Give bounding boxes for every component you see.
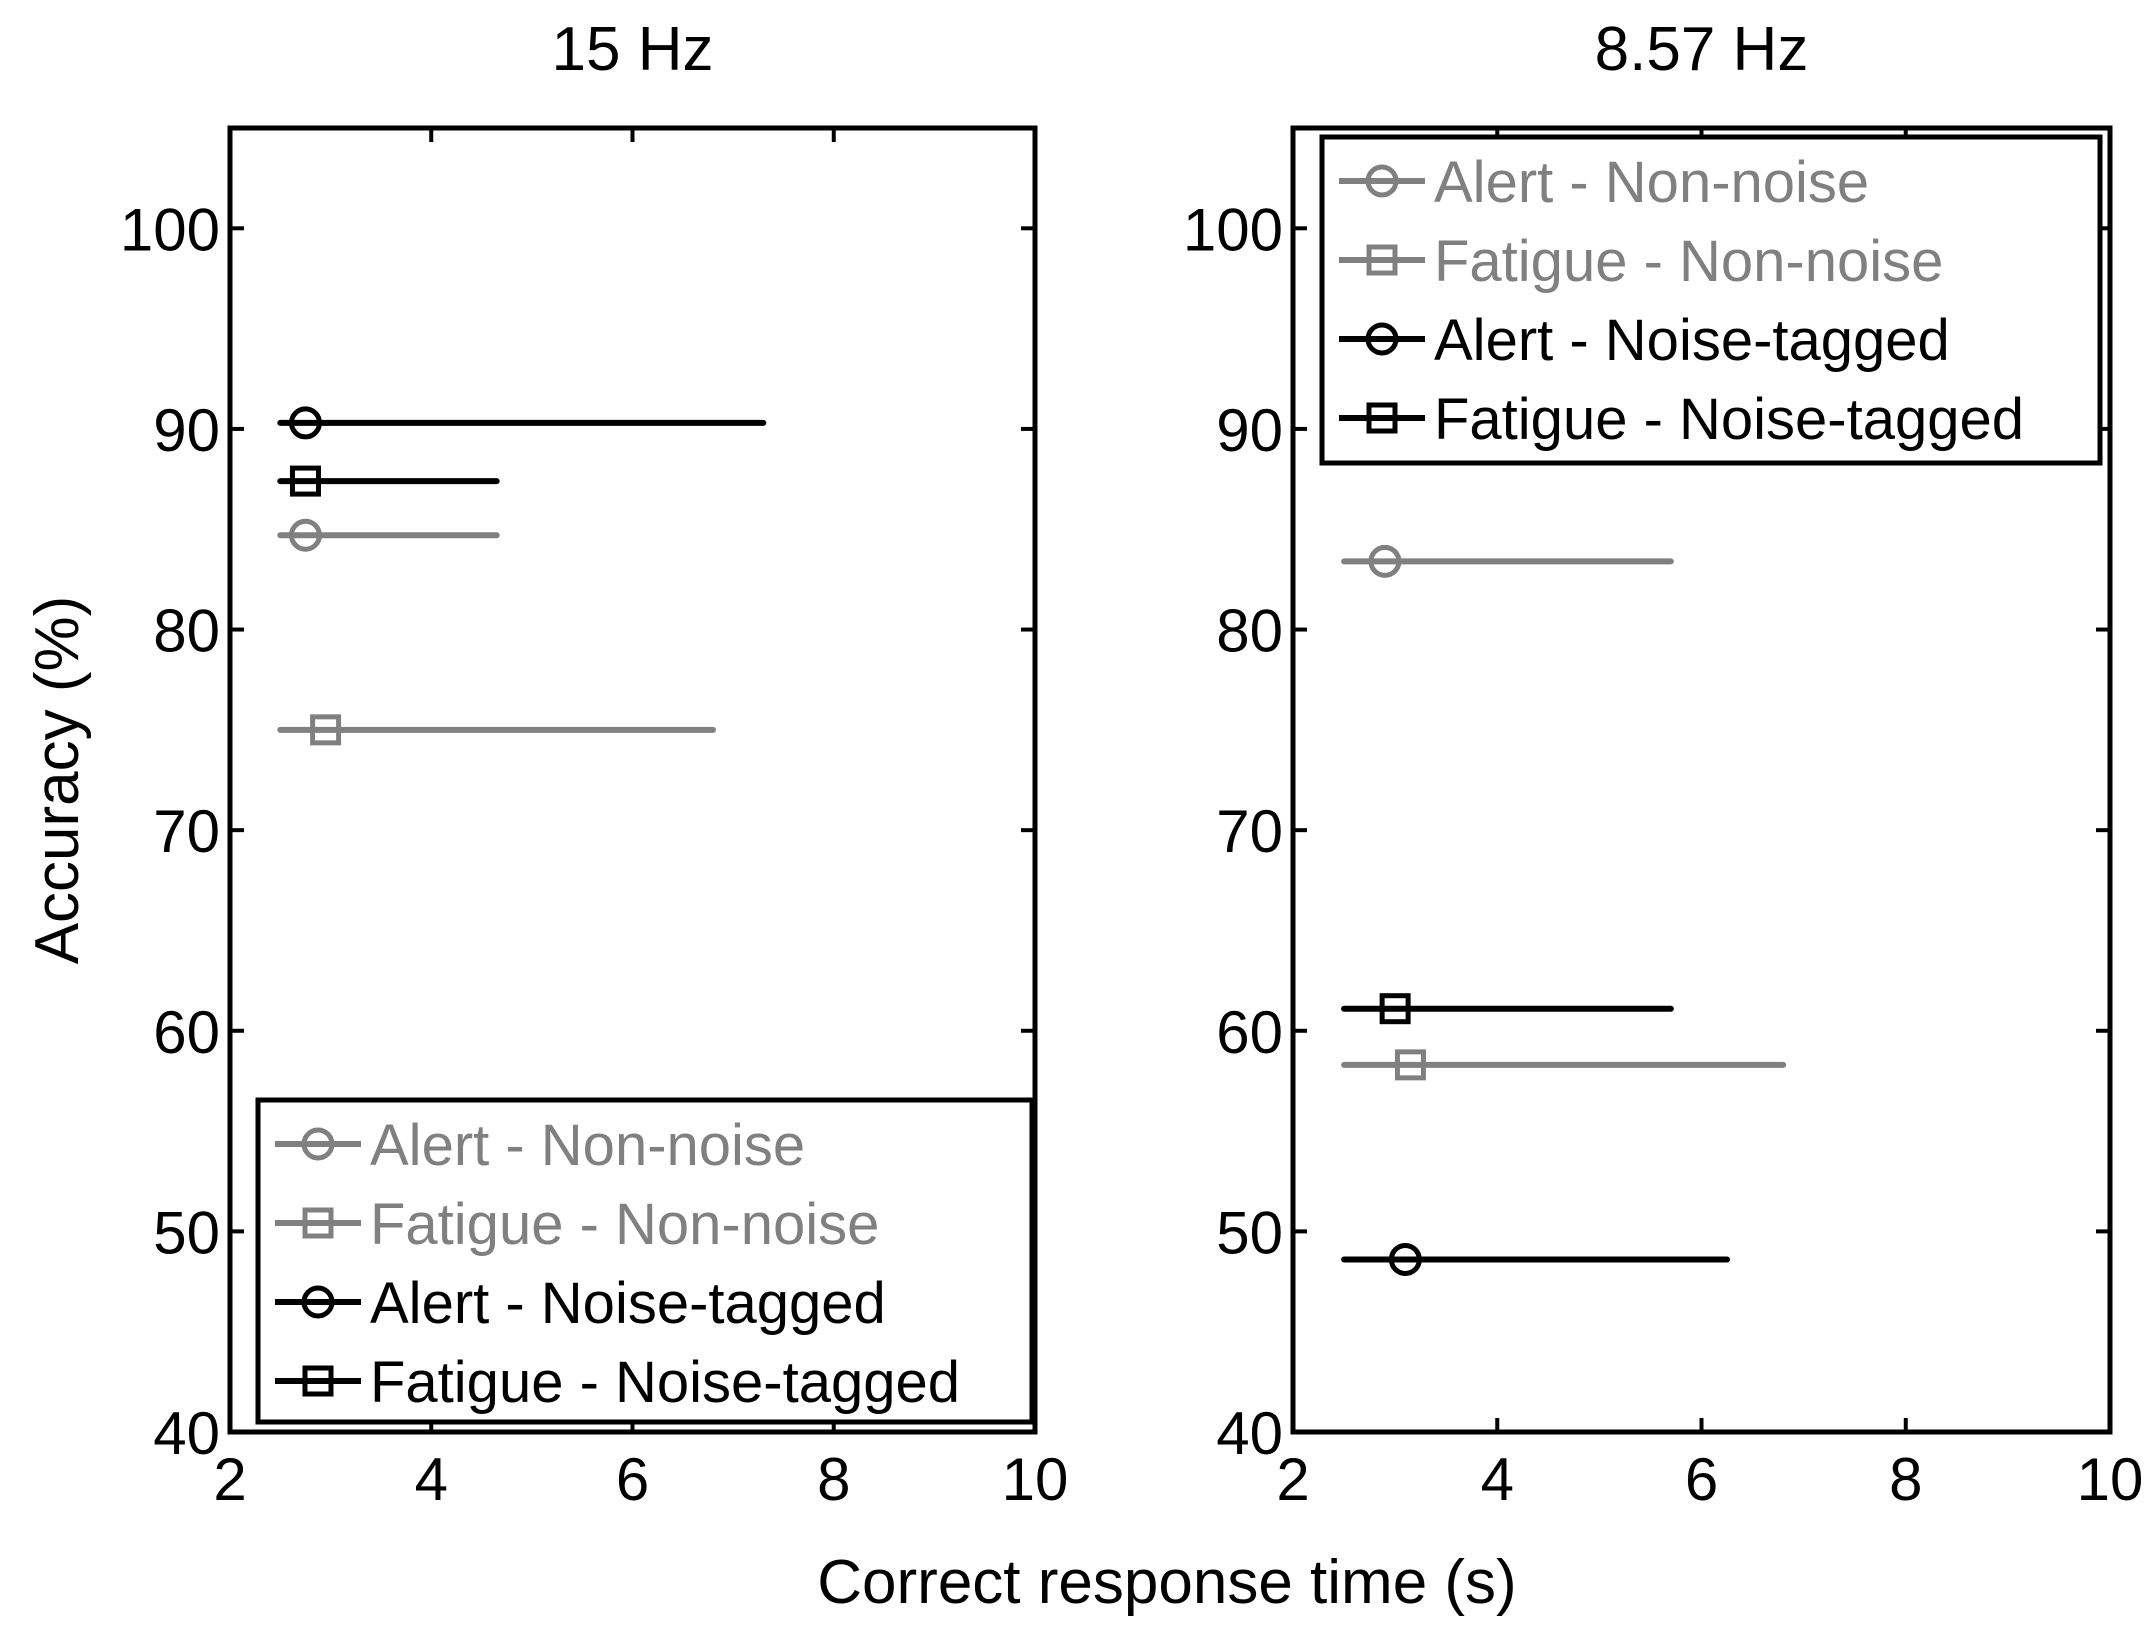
y-tick-label: 70: [153, 798, 220, 865]
y-tick-label: 100: [120, 196, 220, 263]
data-point-circle: [1388, 1242, 1422, 1276]
x-tick-label: 4: [415, 1446, 448, 1513]
x-tick-label: 10: [2077, 1446, 2144, 1513]
panel-title: 15 Hz: [552, 15, 714, 84]
legend-label: Alert - Non-noise: [370, 1113, 805, 1178]
data-point-square: [310, 714, 342, 746]
data-point-square: [289, 465, 321, 497]
y-tick-label: 50: [1216, 1199, 1283, 1266]
panel-15hz: 2 4 6 8 10 40 50 60 70 80 90 100 15 Hz Accuracy (%) Al…: [23, 15, 1068, 1513]
legend-marker-circle: [1365, 322, 1399, 356]
y-tick-label: 80: [1216, 598, 1283, 665]
y-tick-label: 70: [1216, 798, 1283, 865]
legend-box: [255, 1097, 1035, 1425]
panel-857hz: 2 4 6 8 10 40 50 60 70 80 90 100 8.57 Hz Alert - Non-…: [1183, 15, 2143, 1513]
legend-marker-square: [1366, 244, 1398, 276]
y-tick-label: 100: [1183, 196, 1283, 263]
panel-title: 8.57 Hz: [1595, 15, 1809, 84]
legend-marker-circle: [301, 1127, 335, 1161]
y-tick-label: 90: [1216, 397, 1283, 464]
legend-marker-circle: [1365, 164, 1399, 198]
x-tick-label: 2: [213, 1446, 246, 1513]
legend-label: Fatigue - Non-noise: [1434, 229, 1943, 294]
data-point-circle: [288, 518, 322, 552]
x-tick-label: 6: [616, 1446, 649, 1513]
y-tick-label: 90: [153, 397, 220, 464]
y-tick-label: 40: [153, 1400, 220, 1467]
x-tick-label: 8: [817, 1446, 850, 1513]
x-tick-label: 10: [1002, 1446, 1069, 1513]
legend-label: Alert - Noise-tagged: [370, 1271, 886, 1336]
legend-marker-circle: [301, 1285, 335, 1319]
x-tick-label: 8: [1889, 1446, 1922, 1513]
x-tick-label: 6: [1685, 1446, 1718, 1513]
legend-marker-square: [1366, 402, 1398, 434]
y-tick-label: 40: [1216, 1400, 1283, 1467]
data-point-circle: [1368, 544, 1402, 578]
data-point-square: [1379, 993, 1411, 1025]
data-point-circle: [288, 406, 322, 440]
y-tick-label: 60: [153, 999, 220, 1066]
x-tick-label: 2: [1276, 1446, 1309, 1513]
legend-label: Alert - Noise-tagged: [1434, 308, 1950, 373]
x-tick-label: 4: [1481, 1446, 1514, 1513]
legend-marker-square: [302, 1365, 334, 1397]
x-axis-label: Correct response time (s): [817, 1548, 1516, 1617]
y-tick-label: 50: [153, 1199, 220, 1266]
legend-marker-square: [302, 1207, 334, 1239]
y-tick-label: 80: [153, 598, 220, 665]
legend-label: Alert - Non-noise: [1434, 150, 1869, 215]
legend-box: [1319, 134, 2103, 466]
y-axis-label: Accuracy (%): [23, 596, 92, 965]
legend-label: Fatigue - Noise-tagged: [1434, 387, 2024, 452]
data-point-square: [1394, 1049, 1426, 1081]
legend-label: Fatigue - Noise-tagged: [370, 1350, 960, 1415]
legend-label: Fatigue - Non-noise: [370, 1192, 879, 1257]
y-tick-label: 60: [1216, 999, 1283, 1066]
